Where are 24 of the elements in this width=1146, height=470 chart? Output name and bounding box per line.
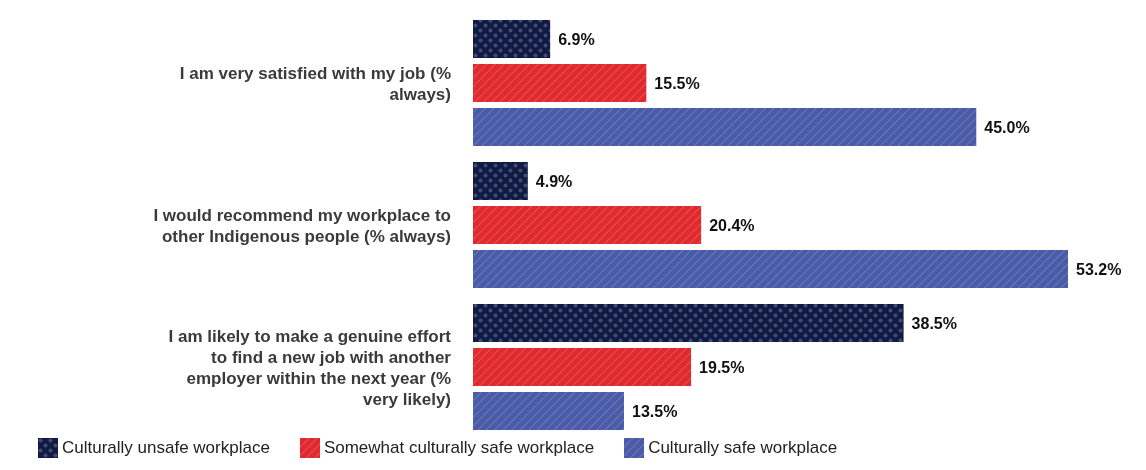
bar (473, 392, 624, 430)
bar (473, 250, 1068, 288)
legend-label: Culturally safe workplace (648, 438, 838, 458)
data-label: 20.4% (709, 216, 755, 234)
legend-label: Culturally unsafe workplace (62, 438, 270, 458)
bar (473, 162, 528, 200)
legend-label: Somewhat culturally safe workplace (323, 438, 595, 458)
data-label: 15.5% (654, 74, 700, 92)
data-label: 4.9% (535, 172, 573, 190)
data-label: 53.2% (1076, 260, 1122, 278)
y-tick-label: I am very satisfied with my job (% always) (179, 63, 451, 103)
bar (473, 20, 551, 58)
bar (473, 206, 702, 244)
bar (473, 304, 904, 342)
bar (473, 348, 692, 386)
y-tick-label: I am likely to make a genuine effort to find a new job with another employer within the next year (% very likely) (168, 326, 452, 408)
data-label: 19.5% (699, 358, 745, 376)
y-tick-label: I would recommend my workplace to other Indigenous people (% always) (153, 205, 451, 245)
data-label: 38.5% (911, 314, 957, 332)
bar (473, 108, 977, 146)
data-label: 13.5% (631, 402, 678, 420)
bar (473, 64, 647, 102)
data-label: 45.0% (984, 118, 1030, 136)
data-label: 6.9% (558, 30, 595, 48)
